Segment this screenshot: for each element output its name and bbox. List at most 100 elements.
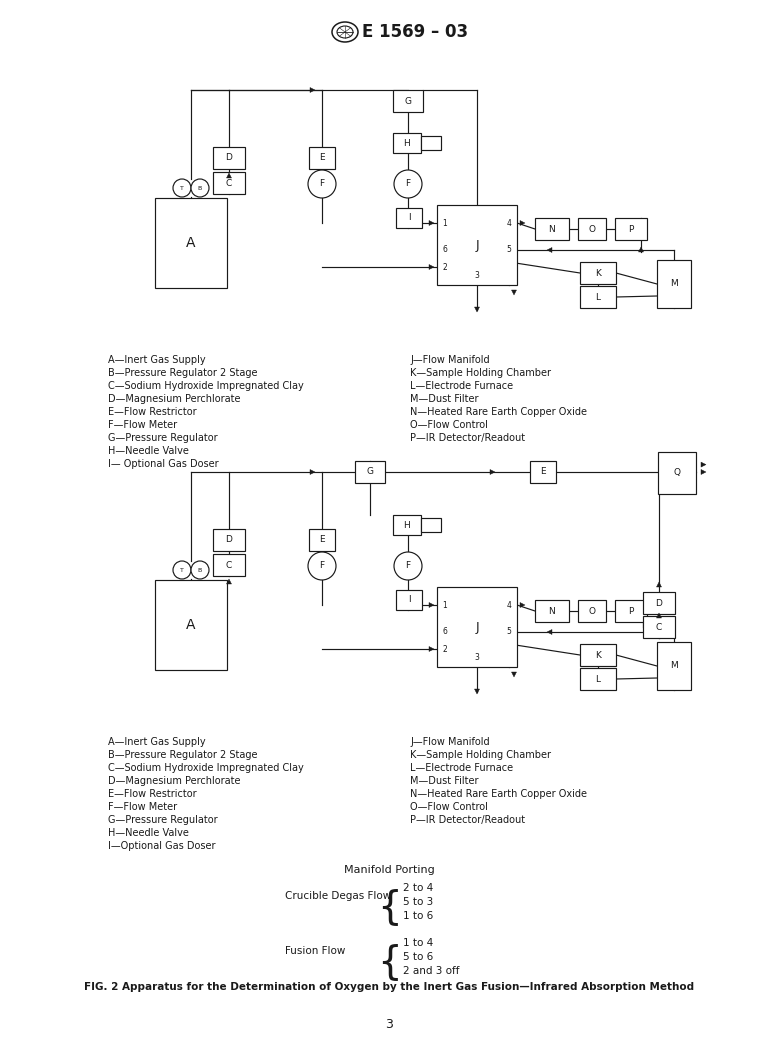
Polygon shape <box>429 646 434 652</box>
Text: 1 to 4: 1 to 4 <box>403 938 433 948</box>
Text: 1: 1 <box>443 219 447 228</box>
Text: 3: 3 <box>475 653 479 661</box>
Text: M: M <box>670 279 678 288</box>
Text: F: F <box>320 179 324 188</box>
Text: C: C <box>226 178 232 187</box>
Polygon shape <box>657 613 661 618</box>
Text: J: J <box>475 620 478 634</box>
Bar <box>155 580 227 670</box>
Circle shape <box>173 561 191 579</box>
Text: K: K <box>595 269 601 278</box>
Text: P: P <box>629 607 634 615</box>
Text: P—IR Detector/Readout: P—IR Detector/Readout <box>410 433 525 443</box>
Text: 2: 2 <box>443 644 447 654</box>
Text: K: K <box>595 651 601 660</box>
Text: B—Pressure Regulator 2 Stage: B—Pressure Regulator 2 Stage <box>108 750 258 760</box>
Bar <box>393 90 423 112</box>
Text: L: L <box>595 293 601 302</box>
Polygon shape <box>475 689 479 694</box>
Polygon shape <box>701 469 706 475</box>
Text: D: D <box>656 599 662 608</box>
Text: H—Needle Valve: H—Needle Valve <box>108 446 189 456</box>
Text: 6: 6 <box>443 628 447 636</box>
Text: N—Heated Rare Earth Copper Oxide: N—Heated Rare Earth Copper Oxide <box>410 407 587 417</box>
Polygon shape <box>429 264 434 270</box>
Text: O: O <box>588 607 595 615</box>
Text: Q: Q <box>674 468 681 478</box>
Text: {: { <box>377 888 402 926</box>
Bar <box>643 616 675 638</box>
Polygon shape <box>490 469 495 475</box>
Circle shape <box>394 170 422 198</box>
Text: 5: 5 <box>506 246 511 254</box>
Text: 5: 5 <box>506 628 511 636</box>
Text: E: E <box>319 535 324 544</box>
Text: A—Inert Gas Supply: A—Inert Gas Supply <box>108 355 205 365</box>
Bar <box>355 461 385 483</box>
Bar <box>393 133 421 153</box>
Text: G—Pressure Regulator: G—Pressure Regulator <box>108 815 218 826</box>
Text: P: P <box>629 225 634 233</box>
Text: D—Magnesium Perchlorate: D—Magnesium Perchlorate <box>108 776 240 786</box>
Bar <box>213 554 245 576</box>
Polygon shape <box>511 672 517 677</box>
Text: A—Inert Gas Supply: A—Inert Gas Supply <box>108 737 205 747</box>
Text: T: T <box>180 567 184 573</box>
Text: 4: 4 <box>506 219 511 228</box>
Circle shape <box>308 552 336 580</box>
Text: M: M <box>670 661 678 670</box>
Bar <box>421 518 441 532</box>
Bar <box>535 218 569 240</box>
Bar <box>535 600 569 623</box>
Polygon shape <box>475 307 479 312</box>
Text: K—Sample Holding Chamber: K—Sample Holding Chamber <box>410 369 551 378</box>
Text: N: N <box>548 607 555 615</box>
Text: T: T <box>180 185 184 191</box>
Text: 1 to 6: 1 to 6 <box>403 911 433 921</box>
Polygon shape <box>310 469 315 475</box>
Bar <box>309 529 335 551</box>
Circle shape <box>173 179 191 197</box>
Text: P—IR Detector/Readout: P—IR Detector/Readout <box>410 815 525 826</box>
Bar <box>396 208 422 228</box>
Circle shape <box>394 552 422 580</box>
Text: Fusion Flow: Fusion Flow <box>285 946 345 956</box>
Text: B—Pressure Regulator 2 Stage: B—Pressure Regulator 2 Stage <box>108 369 258 378</box>
Polygon shape <box>520 603 525 608</box>
Text: E: E <box>319 153 324 162</box>
Bar <box>213 529 245 551</box>
Text: O: O <box>588 225 595 233</box>
Text: D—Magnesium Perchlorate: D—Magnesium Perchlorate <box>108 393 240 404</box>
Text: H: H <box>404 520 410 530</box>
Text: L—Electrode Furnace: L—Electrode Furnace <box>410 381 513 391</box>
Bar <box>437 587 517 667</box>
Text: L: L <box>595 675 601 684</box>
Text: D: D <box>226 153 233 162</box>
Text: M—Dust Filter: M—Dust Filter <box>410 776 478 786</box>
Bar <box>615 600 647 623</box>
Polygon shape <box>639 247 643 252</box>
Text: I—Optional Gas Doser: I—Optional Gas Doser <box>108 841 216 850</box>
Bar <box>580 262 616 284</box>
Text: G: G <box>366 467 373 477</box>
Text: F—Flow Meter: F—Flow Meter <box>108 802 177 812</box>
Text: Manifold Porting: Manifold Porting <box>344 865 434 875</box>
Polygon shape <box>520 221 525 226</box>
Bar <box>657 642 691 690</box>
Bar <box>643 592 675 614</box>
Polygon shape <box>310 87 315 93</box>
Bar <box>578 600 606 623</box>
Bar <box>615 218 647 240</box>
Text: 2: 2 <box>443 262 447 272</box>
Bar <box>578 218 606 240</box>
Text: C—Sodium Hydroxide Impregnated Clay: C—Sodium Hydroxide Impregnated Clay <box>108 763 303 773</box>
Polygon shape <box>701 462 706 467</box>
Bar <box>309 147 335 169</box>
Text: F: F <box>405 561 411 570</box>
Bar <box>393 515 421 535</box>
Text: 1: 1 <box>443 601 447 609</box>
Polygon shape <box>547 248 552 253</box>
Polygon shape <box>429 221 434 226</box>
Text: I: I <box>408 595 410 605</box>
Bar <box>396 590 422 610</box>
